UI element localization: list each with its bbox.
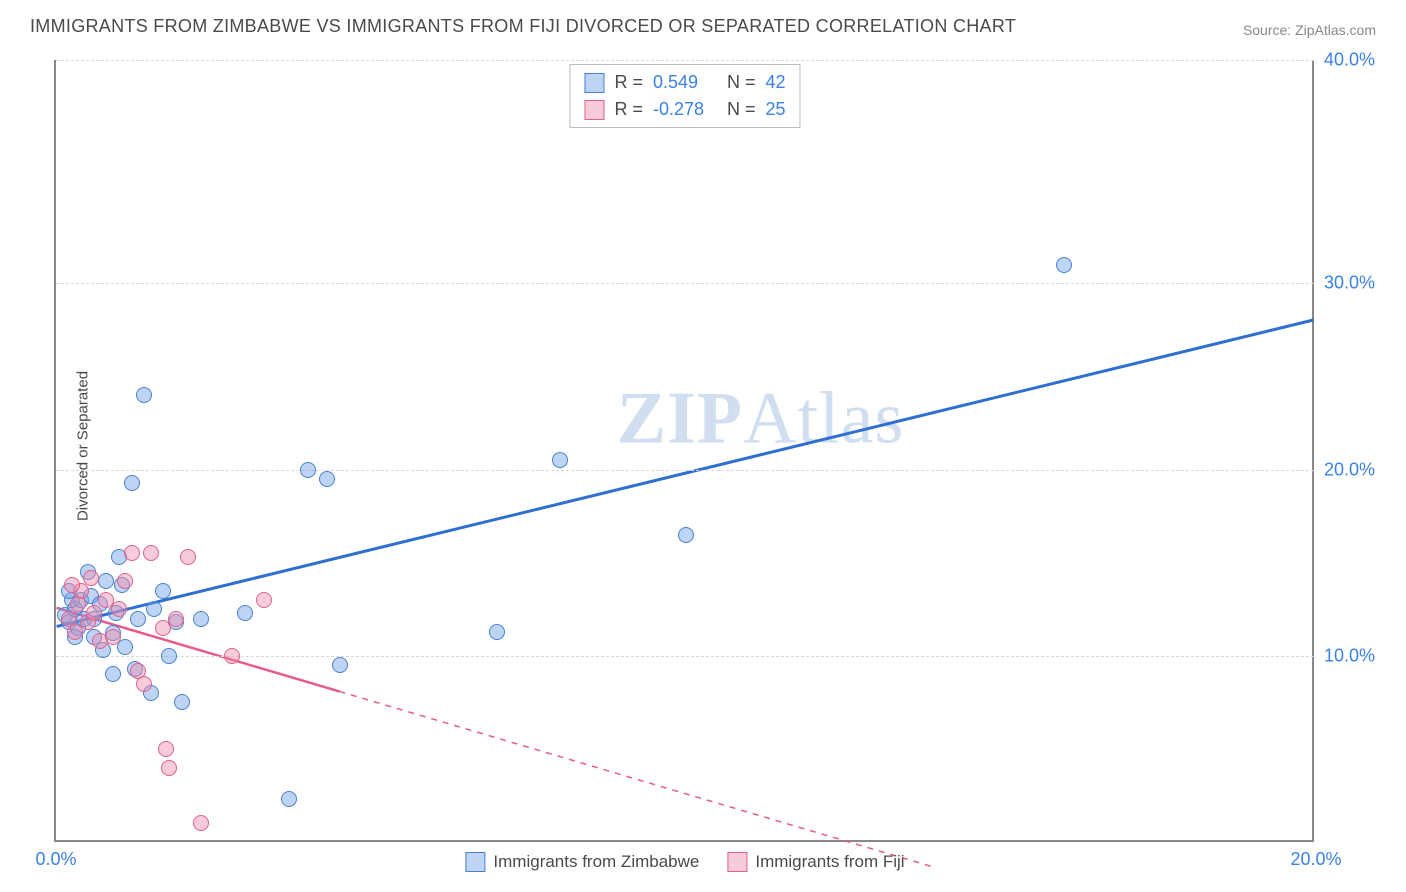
series-legend: Immigrants from Zimbabwe Immigrants from …: [465, 852, 904, 872]
data-point: [146, 601, 162, 617]
gridline: [56, 60, 1314, 61]
data-point: [193, 611, 209, 627]
chart-title: IMMIGRANTS FROM ZIMBABWE VS IMMIGRANTS F…: [30, 16, 1016, 37]
data-point: [105, 629, 121, 645]
data-point: [180, 549, 196, 565]
data-point: [117, 573, 133, 589]
gridline: [56, 470, 1314, 471]
legend-swatch: [727, 852, 747, 872]
data-point: [237, 605, 253, 621]
trend-lines: [56, 60, 1314, 840]
swatch-blue: [584, 73, 604, 93]
stats-row: R = -0.278 N = 25: [584, 96, 785, 123]
data-point: [124, 545, 140, 561]
x-tick-label: 20.0%: [1290, 849, 1341, 870]
y-tick-label: 40.0%: [1324, 50, 1394, 71]
gridline: [56, 283, 1314, 284]
data-point: [224, 648, 240, 664]
stats-legend: R = 0.549 N = 42R = -0.278 N = 25: [569, 64, 800, 128]
legend-item: Immigrants from Fiji: [727, 852, 904, 872]
data-point: [105, 666, 121, 682]
data-point: [161, 648, 177, 664]
legend-label: Immigrants from Zimbabwe: [493, 852, 699, 872]
data-point: [168, 611, 184, 627]
data-point: [158, 741, 174, 757]
data-point: [98, 573, 114, 589]
data-point: [174, 694, 190, 710]
data-point: [332, 657, 348, 673]
legend-label: Immigrants from Fiji: [755, 852, 904, 872]
legend-item: Immigrants from Zimbabwe: [465, 852, 699, 872]
data-point: [83, 570, 99, 586]
gridline: [56, 656, 1314, 657]
data-point: [130, 611, 146, 627]
data-point: [64, 577, 80, 593]
swatch-pink: [584, 100, 604, 120]
data-point: [161, 760, 177, 776]
data-point: [155, 583, 171, 599]
data-point: [124, 475, 140, 491]
data-point: [193, 815, 209, 831]
data-point: [281, 791, 297, 807]
data-point: [256, 592, 272, 608]
legend-swatch: [465, 852, 485, 872]
source-label: Source: ZipAtlas.com: [1243, 22, 1376, 38]
data-point: [136, 676, 152, 692]
stats-row: R = 0.549 N = 42: [584, 69, 785, 96]
data-point: [552, 452, 568, 468]
data-point: [300, 462, 316, 478]
data-point: [489, 624, 505, 640]
data-point: [136, 387, 152, 403]
data-point: [319, 471, 335, 487]
y-tick-label: 30.0%: [1324, 273, 1394, 294]
y-tick-label: 10.0%: [1324, 645, 1394, 666]
data-point: [1056, 257, 1072, 273]
data-point: [111, 601, 127, 617]
data-point: [86, 605, 102, 621]
x-tick-label: 0.0%: [35, 849, 76, 870]
plot-area: ZIPAtlas R = 0.549 N = 42R = -0.278 N = …: [54, 60, 1314, 842]
y-tick-label: 20.0%: [1324, 459, 1394, 480]
data-point: [143, 545, 159, 561]
data-point: [678, 527, 694, 543]
